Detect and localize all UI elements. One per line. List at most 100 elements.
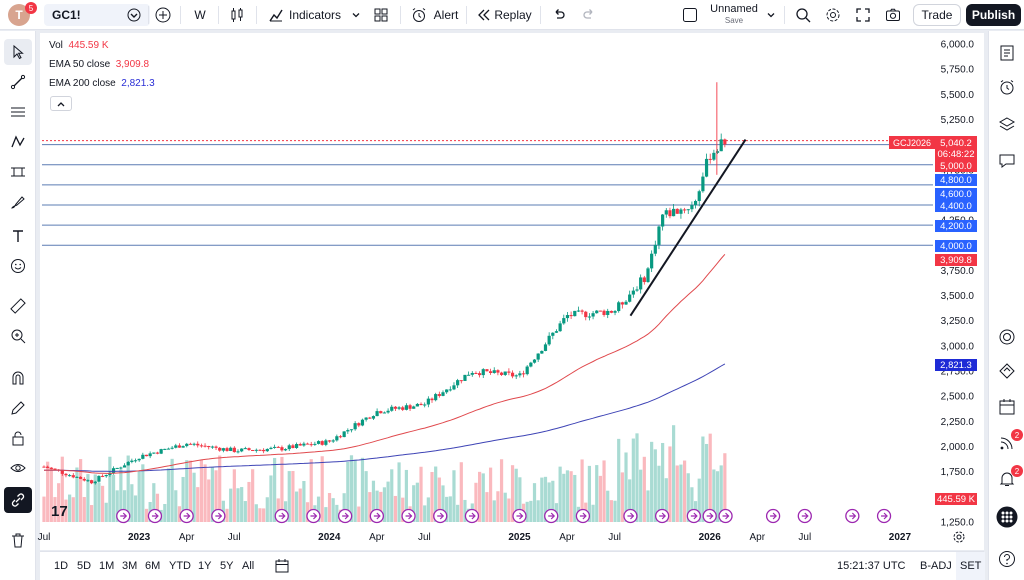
volume-bar (547, 482, 551, 522)
layouts-grid-icon[interactable] (371, 0, 391, 30)
fullscreen-icon[interactable] (852, 0, 874, 30)
help-icon[interactable] (993, 545, 1021, 573)
volume-bar (42, 496, 46, 522)
ideas-icon[interactable] (993, 357, 1021, 385)
text-tool-icon[interactable] (4, 223, 32, 249)
volume-bar (57, 483, 61, 522)
settings-gear-icon[interactable] (822, 0, 844, 30)
chat-icon[interactable] (993, 147, 1021, 175)
brush-tool-icon[interactable] (4, 189, 32, 215)
range-5d[interactable]: 5D (77, 560, 92, 572)
target-icon[interactable] (993, 323, 1021, 351)
range-all[interactable]: All (242, 560, 255, 572)
axis-settings-icon[interactable] (952, 530, 968, 546)
indicators-icon[interactable] (266, 0, 286, 30)
zoom-in-icon[interactable] (4, 323, 32, 349)
range-1y[interactable]: 1Y (198, 560, 212, 572)
emoji-tool-icon[interactable] (4, 253, 32, 279)
alert-button[interactable]: Alert (433, 8, 459, 22)
price-axis-ticks: 6,000.05,750.05,500.05,250.05,000.04,750… (941, 40, 975, 529)
forecast-tool-icon[interactable] (4, 159, 32, 185)
symbol-search[interactable]: GC1! (44, 4, 150, 26)
alarm-clock-icon[interactable] (409, 0, 429, 30)
layers-icon[interactable] (993, 111, 1021, 139)
layout-chevron-icon[interactable] (764, 0, 778, 30)
indicators-button[interactable]: Indicators (288, 8, 342, 22)
publish-button[interactable]: Publish (966, 4, 1021, 26)
trash-icon[interactable] (4, 527, 32, 553)
fib-tool-icon[interactable] (4, 99, 32, 125)
candle-body (448, 389, 452, 391)
date-range-calendar-icon[interactable] (274, 552, 290, 580)
range-ytd[interactable]: YTD (169, 560, 191, 572)
user-avatar[interactable]: T (6, 0, 32, 30)
volume-bar (236, 488, 240, 522)
legend-ema50[interactable]: EMA 50 close 3,909.8 (49, 59, 149, 70)
volume-bar (650, 441, 654, 522)
range-1m[interactable]: 1M (99, 560, 115, 572)
volume-bar (229, 488, 233, 522)
candles-icon[interactable] (227, 0, 247, 30)
symbol-compare-icon[interactable] (125, 0, 143, 30)
volume-bar (701, 436, 705, 522)
range-3m[interactable]: 3M (122, 560, 138, 572)
watchlist-icon[interactable] (993, 39, 1021, 67)
trade-button[interactable]: Trade (913, 4, 961, 26)
legend-volume[interactable]: Vol 445.59 K (49, 40, 109, 51)
quick-search-icon[interactable] (792, 0, 814, 30)
candle-body (620, 302, 624, 305)
lock-icon[interactable] (4, 425, 32, 451)
volume-bar (397, 462, 401, 522)
ruler-icon[interactable] (4, 293, 32, 319)
time-tick-label: 2023 (128, 532, 151, 543)
layout-name-button[interactable]: Unnamed Save (705, 0, 763, 30)
replay-button[interactable]: Replay (494, 8, 532, 22)
replay-icon[interactable] (474, 0, 494, 30)
eye-icon[interactable] (4, 455, 32, 481)
volume-bar (543, 476, 548, 522)
candle-body (584, 311, 588, 318)
trendline-tool-icon[interactable] (4, 69, 32, 95)
candle-body (456, 380, 460, 386)
volume-bar (503, 492, 507, 522)
apps-grid-icon[interactable] (993, 503, 1021, 531)
candle-body (679, 209, 683, 214)
redo-icon[interactable] (579, 0, 599, 30)
candle-body (294, 444, 299, 449)
notifications-bell-icon[interactable] (993, 465, 1021, 493)
volume-bar (115, 490, 119, 522)
range-6m[interactable]: 6M (145, 560, 161, 572)
range-5y[interactable]: 5Y (220, 560, 234, 572)
pencil-lock-icon[interactable] (4, 395, 32, 421)
interval-button[interactable]: W (194, 8, 206, 22)
candle-body (639, 277, 643, 290)
range-1d[interactable]: 1D (54, 560, 69, 572)
add-symbol-icon[interactable] (152, 0, 174, 30)
magnet-icon[interactable] (4, 365, 32, 391)
link-icon[interactable] (4, 487, 32, 513)
candle-body (697, 191, 701, 201)
layout-square-icon[interactable] (681, 0, 699, 30)
volume-bar (426, 497, 430, 522)
camera-icon[interactable] (882, 0, 904, 30)
volume-bar (294, 491, 299, 522)
alerts-clock-icon[interactable] (993, 73, 1021, 101)
volume-bar (71, 497, 75, 522)
adjustment-toggle[interactable]: B-ADJ (920, 560, 952, 572)
session-toggle[interactable]: SET (956, 552, 986, 580)
chart-pane[interactable] (40, 33, 984, 550)
undo-icon[interactable] (549, 0, 569, 30)
legend-ema200[interactable]: EMA 200 close 2,821.3 (49, 78, 155, 89)
chevron-down-icon[interactable] (350, 0, 362, 30)
legend-collapse-button[interactable] (50, 96, 72, 111)
layout-name: Unnamed (710, 3, 758, 15)
hotlist-icon[interactable] (993, 429, 1021, 457)
cursor-icon[interactable] (4, 39, 32, 65)
candle-body (225, 448, 229, 451)
price-tick-label: 6,000.0 (941, 40, 975, 51)
calendar-icon[interactable] (993, 393, 1021, 421)
clock-time[interactable]: 15:21:37 UTC (837, 560, 906, 572)
volume-bar (155, 493, 160, 522)
pattern-tool-icon[interactable] (4, 129, 32, 155)
